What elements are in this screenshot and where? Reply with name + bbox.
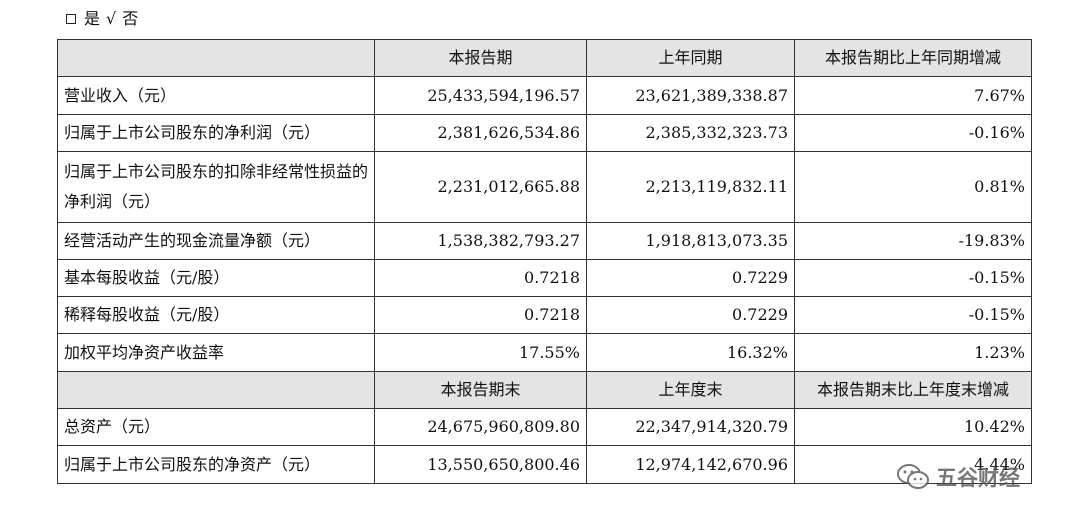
table-row: 稀释每股收益（元/股） 0.7218 0.7229 -0.15% [57, 296, 1032, 334]
prior-value: 0.7229 [586, 259, 795, 297]
current-value: 17.55% [374, 333, 587, 372]
current-value: 0.7218 [374, 259, 587, 297]
current-value: 24,675,960,809.80 [374, 408, 587, 446]
watermark: 五谷财经 [896, 462, 1020, 492]
table-row: 总资产（元） 24,675,960,809.80 22,347,914,320.… [57, 408, 1032, 446]
prior-value: 22,347,914,320.79 [586, 408, 795, 446]
current-value: 1,538,382,793.27 [374, 222, 587, 260]
change-value: 0.81% [794, 151, 1032, 223]
change-value: 7.67% [794, 76, 1032, 115]
yes-label: 是 [84, 9, 101, 28]
table-row: 营业收入（元） 25,433,594,196.57 23,621,389,338… [57, 76, 1032, 115]
wechat-icon [897, 464, 929, 489]
header-change: 本报告期比上年同期增减 [794, 39, 1032, 77]
current-value: 2,381,626,534.86 [374, 114, 587, 152]
header-prior-period: 上年同期 [586, 39, 795, 77]
row-label: 归属于上市公司股东的净利润（元） [57, 114, 375, 152]
row-label: 基本每股收益（元/股） [57, 259, 375, 297]
change-value: -19.83% [794, 222, 1032, 260]
prior-value: 0.7229 [586, 296, 795, 334]
change-value: 1.23% [794, 333, 1032, 372]
table-row: 经营活动产生的现金流量净额（元） 1,538,382,793.27 1,918,… [57, 222, 1032, 260]
row-label: 稀释每股收益（元/股） [57, 296, 375, 334]
row-label: 归属于上市公司股东的扣除非经常性损益的净利润（元） [57, 151, 375, 223]
header-blank-cell [57, 39, 375, 77]
prior-value: 1,918,813,073.35 [586, 222, 795, 260]
header-current-period-end: 本报告期末 [374, 371, 587, 409]
prior-value: 23,621,389,338.87 [586, 76, 795, 115]
header-current-period: 本报告期 [374, 39, 587, 77]
change-value: 10.42% [794, 408, 1032, 446]
current-value: 25,433,594,196.57 [374, 76, 587, 115]
watermark-text: 五谷财经 [936, 466, 1020, 490]
table-row: 加权平均净资产收益率 17.55% 16.32% 1.23% [57, 333, 1032, 372]
row-label: 营业收入（元） [57, 76, 375, 115]
header-row-period: 本报告期 上年同期 本报告期比上年同期增减 [57, 39, 1032, 77]
header-row-period-end: 本报告期末 上年度末 本报告期末比上年度末增减 [57, 371, 1032, 409]
no-label: 否 [122, 9, 139, 28]
current-value: 2,231,012,665.88 [374, 151, 587, 223]
row-label: 归属于上市公司股东的净资产（元） [57, 445, 375, 484]
current-value: 0.7218 [374, 296, 587, 334]
table-row: 基本每股收益（元/股） 0.7218 0.7229 -0.15% [57, 259, 1032, 297]
checkbox-line: 是 √ 否 [66, 8, 138, 30]
prior-value: 2,213,119,832.11 [586, 151, 795, 223]
change-value: -0.15% [794, 259, 1032, 297]
header-change-end: 本报告期末比上年度末增减 [794, 371, 1032, 409]
change-value: -0.15% [794, 296, 1032, 334]
header-prior-year-end: 上年度末 [586, 371, 795, 409]
empty-checkbox-icon [66, 14, 76, 24]
prior-value: 12,974,142,670.96 [586, 445, 795, 484]
prior-value: 2,385,332,323.73 [586, 114, 795, 152]
financial-table: 本报告期 上年同期 本报告期比上年同期增减 营业收入（元） 25,433,594… [57, 39, 1032, 484]
table-row: 归属于上市公司股东的扣除非经常性损益的净利润（元） 2,231,012,665.… [57, 151, 1032, 223]
prior-value: 16.32% [586, 333, 795, 372]
table-row: 归属于上市公司股东的净利润（元） 2,381,626,534.86 2,385,… [57, 114, 1032, 152]
row-label: 加权平均净资产收益率 [57, 333, 375, 372]
header-blank-cell [57, 371, 375, 409]
table-row: 归属于上市公司股东的净资产（元） 13,550,650,800.46 12,97… [57, 445, 1032, 484]
current-value: 13,550,650,800.46 [374, 445, 587, 484]
row-label: 总资产（元） [57, 408, 375, 446]
change-value: -0.16% [794, 114, 1032, 152]
check-mark: √ [106, 9, 117, 28]
row-label: 经营活动产生的现金流量净额（元） [57, 222, 375, 260]
